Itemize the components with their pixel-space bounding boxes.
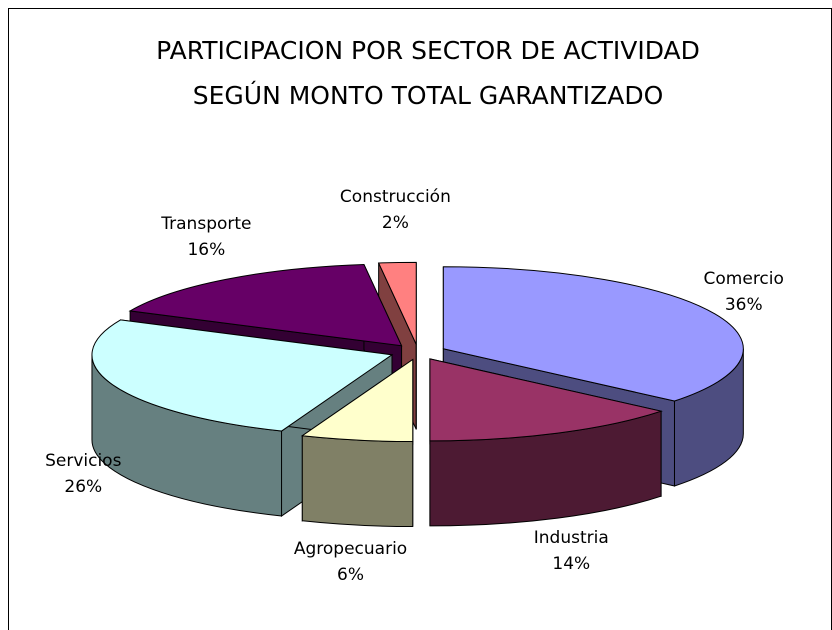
slice-value-label: 36% — [725, 295, 763, 315]
chart-title: PARTICIPACION POR SECTOR DE ACTIVIDAD — [156, 36, 700, 65]
slice-top — [442, 266, 744, 402]
chart-title: SEGÚN MONTO TOTAL GARANTIZADO — [193, 80, 664, 110]
slice-top — [300, 358, 414, 443]
slice — [429, 358, 663, 527]
slice-value-label: 16% — [187, 240, 225, 260]
slice-label: Transporte — [160, 214, 251, 234]
slice-label: Agropecuario — [294, 539, 407, 559]
slice-top — [128, 263, 403, 347]
slice-top — [377, 261, 417, 345]
slice-label: Industria — [534, 528, 609, 548]
slice-value-label: 6% — [337, 565, 364, 585]
slice-label: Servicios — [45, 451, 121, 471]
slice-label: Construcción — [340, 187, 451, 207]
slice-top — [429, 358, 663, 442]
slice-value-label: 26% — [64, 477, 102, 497]
slice-wall — [301, 435, 414, 528]
slice-value-label: 14% — [552, 554, 590, 574]
slice-label: Comercio — [704, 269, 784, 289]
slice-top — [91, 319, 394, 432]
slice — [300, 358, 414, 528]
slice-value-label: 2% — [382, 213, 409, 233]
